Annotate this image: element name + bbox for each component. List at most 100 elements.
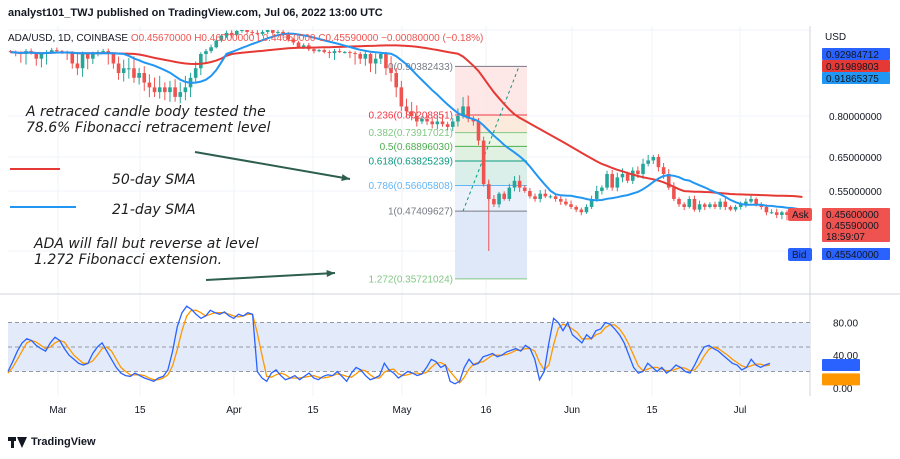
candle-body xyxy=(425,118,429,122)
candle-body xyxy=(687,198,692,207)
candle-body xyxy=(569,204,573,207)
candle-body xyxy=(214,40,219,48)
candle-body xyxy=(85,53,90,59)
candle-body xyxy=(111,53,116,64)
candle-body xyxy=(435,121,440,125)
candle-body xyxy=(456,116,460,122)
fib-label: 0.5(0.68896030) xyxy=(380,142,453,153)
candle-body xyxy=(291,39,296,43)
candle-body xyxy=(353,53,357,55)
candle-body xyxy=(481,140,486,185)
candle-body xyxy=(589,198,594,207)
candle-body xyxy=(389,68,393,74)
candle-body xyxy=(342,52,347,54)
candle-body xyxy=(692,198,697,210)
candle-body xyxy=(646,160,650,164)
axis-currency: USD xyxy=(825,32,846,43)
brand-name: TradingView xyxy=(31,436,96,448)
candle-body xyxy=(80,53,85,69)
candle-body xyxy=(39,53,44,59)
candle-body xyxy=(620,174,625,178)
candle-body xyxy=(666,174,671,188)
candle-body xyxy=(543,193,548,197)
annotation-arrow xyxy=(205,272,336,281)
fib-label: 1(0.47409627) xyxy=(388,207,453,218)
candle-body xyxy=(718,201,722,207)
fib-label: 0.786(0.56605808) xyxy=(368,181,453,192)
candle-body xyxy=(322,50,327,53)
candle-body xyxy=(733,206,738,210)
candle-body xyxy=(75,63,80,69)
price-chart[interactable]: 0(0.90382433) 0.236(0.80208851) 0.382(0.73… xyxy=(0,26,900,432)
time-tick-label: May xyxy=(393,405,412,416)
candle-body xyxy=(512,180,517,188)
price-badge: 0.91865375 xyxy=(826,74,879,85)
candle-body xyxy=(121,68,126,74)
time-tick-label: Jun xyxy=(564,405,580,416)
candle-body xyxy=(641,163,645,174)
annotation-text: 78.6% Fibonacci retracement level xyxy=(26,120,270,136)
time-tick-label: 16 xyxy=(480,405,492,416)
candle-body xyxy=(533,196,537,199)
candle-body xyxy=(548,196,553,198)
candle-body xyxy=(682,204,686,207)
candle-body xyxy=(466,106,471,119)
candle-body xyxy=(636,170,640,174)
candle-body xyxy=(713,204,717,207)
price-tick-label: 0.55000000 xyxy=(829,187,882,198)
candle-body xyxy=(764,206,769,213)
annotation-arrow xyxy=(194,151,351,180)
publisher-header: analyst101_TWJ published on TradingView.… xyxy=(8,7,383,19)
candle-body xyxy=(142,73,147,83)
candle-body xyxy=(163,87,167,93)
candle-body xyxy=(337,51,342,53)
candle-body xyxy=(564,201,568,205)
candle-body xyxy=(399,87,404,107)
tradingview-footer[interactable]: TradingView xyxy=(8,436,96,448)
candle-body xyxy=(55,50,59,52)
candle-body xyxy=(229,32,234,35)
annotation-text: 1.272 Fibonacci extension. xyxy=(34,252,222,268)
candle-body xyxy=(260,31,265,34)
candle-body xyxy=(178,92,183,97)
candle-body xyxy=(579,209,584,213)
candle-body xyxy=(605,174,609,188)
price-badge: 0.92984712 xyxy=(826,50,879,61)
legend-sma50: 50-day SMA xyxy=(112,172,196,188)
candle-body xyxy=(769,212,774,214)
candle-body xyxy=(574,206,578,210)
candle-body xyxy=(250,31,255,33)
time-tick-label: Mar xyxy=(49,405,67,416)
price-badge: 18:59:07 xyxy=(826,232,865,243)
candle-body xyxy=(224,32,229,36)
candle-body xyxy=(414,116,419,122)
badge-label: Ask xyxy=(792,210,810,221)
candle-body xyxy=(615,177,620,188)
candle-body xyxy=(378,53,383,59)
candle-body xyxy=(445,124,450,127)
badge-label: Bid xyxy=(792,250,806,261)
candle-body xyxy=(749,198,753,202)
candle-body xyxy=(219,35,224,41)
candle-body xyxy=(384,53,388,69)
candle-body xyxy=(610,174,614,188)
candle-body xyxy=(697,204,702,210)
candle-body xyxy=(70,53,75,64)
price-badge: 0.91989803 xyxy=(826,62,879,73)
fib-label: 1.272(0.35721024) xyxy=(368,274,453,285)
candle-body xyxy=(702,204,707,207)
candle-body xyxy=(558,198,563,202)
candle-body xyxy=(522,187,527,191)
osc-tick-label: 80.00 xyxy=(833,319,858,330)
time-tick-label: 15 xyxy=(646,405,658,416)
candle-body xyxy=(168,87,172,93)
candle-body xyxy=(754,198,758,205)
price-badge: 0.45590000 xyxy=(826,221,879,232)
candle-body xyxy=(672,187,676,199)
candle-body xyxy=(101,51,105,53)
candle-body xyxy=(8,51,13,53)
candle-body xyxy=(132,68,136,78)
candle-body xyxy=(404,106,409,112)
fibonacci-zones xyxy=(455,66,527,279)
candle-body xyxy=(265,30,270,32)
